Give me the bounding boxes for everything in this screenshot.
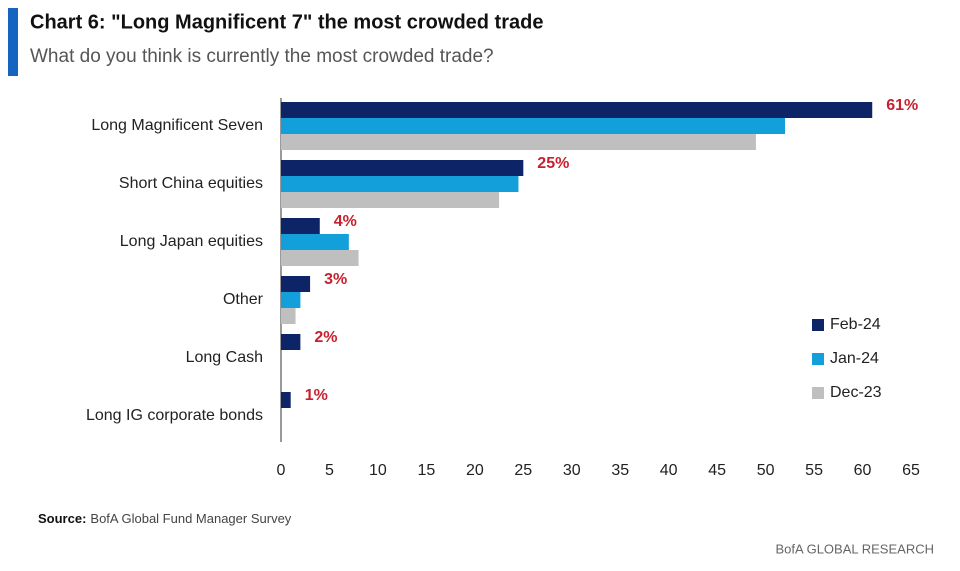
x-tick-label: 20 — [466, 462, 484, 479]
x-tick-label: 15 — [417, 462, 435, 479]
x-tick-label: 0 — [277, 462, 286, 479]
x-tick-label: 65 — [902, 462, 920, 479]
value-label: 1% — [305, 387, 328, 404]
bar — [281, 276, 311, 292]
value-label: 4% — [334, 213, 357, 230]
chart-title: Chart 6: "Long Magnificent 7" the most c… — [30, 11, 543, 33]
chart-subtitle: What do you think is currently the most … — [30, 46, 494, 67]
category-label: Long Cash — [186, 349, 263, 366]
x-tick-label: 40 — [660, 462, 678, 479]
bar — [281, 118, 785, 134]
bar — [281, 134, 756, 150]
bar — [281, 308, 296, 324]
category-label: Short China equities — [119, 175, 263, 192]
bar — [281, 192, 500, 208]
value-label: 2% — [314, 329, 337, 346]
title-accent — [8, 8, 18, 76]
x-tick-label: 55 — [805, 462, 823, 479]
legend-label: Jan-24 — [830, 350, 879, 367]
legend-swatch — [812, 387, 824, 399]
category-label: Other — [223, 291, 264, 308]
x-tick-label: 30 — [563, 462, 581, 479]
source: Source: BofA Global Fund Manager Survey — [38, 511, 292, 526]
bar — [281, 250, 359, 266]
legend-label: Dec-23 — [830, 384, 882, 401]
bar — [281, 334, 301, 350]
x-tick-label: 5 — [325, 462, 334, 479]
bar — [281, 176, 519, 192]
bar — [281, 392, 291, 408]
x-tick-label: 60 — [854, 462, 872, 479]
legend-swatch — [812, 319, 824, 331]
bar — [281, 292, 301, 308]
bar — [281, 102, 873, 118]
x-tick-label: 25 — [514, 462, 532, 479]
category-label: Long Magnificent Seven — [91, 117, 263, 134]
category-label: Long IG corporate bonds — [86, 407, 263, 424]
legend-label: Feb-24 — [830, 316, 881, 333]
value-label: 3% — [324, 271, 347, 288]
bar — [281, 160, 524, 176]
bar — [281, 218, 320, 234]
x-tick-label: 35 — [611, 462, 629, 479]
x-tick-label: 10 — [369, 462, 387, 479]
footer: BofA GLOBAL RESEARCH — [776, 541, 934, 556]
category-label: Long Japan equities — [120, 233, 263, 250]
legend-swatch — [812, 353, 824, 365]
x-tick-label: 45 — [708, 462, 726, 479]
value-label: 61% — [886, 97, 918, 114]
value-label: 25% — [537, 155, 569, 172]
bar — [281, 234, 349, 250]
x-tick-label: 50 — [757, 462, 775, 479]
